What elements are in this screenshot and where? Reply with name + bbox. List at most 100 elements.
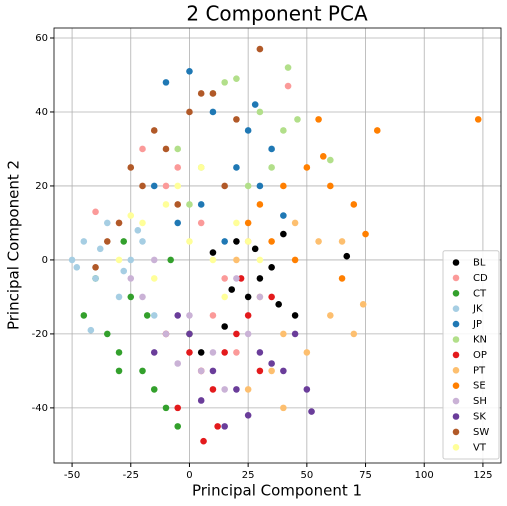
legend-label: JK	[472, 304, 483, 315]
point	[127, 212, 135, 219]
point	[303, 349, 311, 356]
point	[209, 249, 217, 256]
point	[73, 264, 81, 271]
point	[186, 312, 193, 319]
point	[139, 145, 146, 153]
point	[139, 238, 146, 245]
point	[221, 182, 228, 190]
point	[327, 312, 334, 319]
point	[228, 286, 236, 293]
point	[127, 256, 135, 264]
legend-label: JP	[472, 319, 482, 330]
point	[80, 312, 88, 319]
point	[150, 182, 158, 190]
point	[233, 386, 240, 393]
point	[256, 256, 264, 264]
point	[362, 230, 369, 238]
point	[92, 264, 99, 271]
point	[474, 116, 482, 123]
point	[115, 367, 123, 375]
point	[209, 256, 217, 264]
point	[87, 326, 95, 334]
legend-marker	[452, 367, 460, 374]
y-tick-label: 40	[35, 107, 48, 118]
point	[221, 386, 228, 393]
legend-marker	[452, 259, 460, 266]
legend-marker	[452, 351, 460, 359]
point	[162, 201, 170, 208]
point	[197, 90, 205, 97]
point	[103, 238, 111, 245]
point	[275, 301, 282, 308]
legend-marker	[452, 320, 460, 328]
point	[244, 411, 252, 419]
x-tick-label: 0	[186, 470, 192, 481]
x-tick-label: 25	[242, 470, 255, 481]
point	[143, 312, 151, 319]
point	[256, 367, 264, 375]
point	[209, 386, 217, 393]
point	[338, 238, 346, 245]
point	[291, 312, 299, 319]
point	[280, 404, 287, 412]
y-tick-label: 20	[35, 181, 48, 192]
point	[150, 312, 158, 319]
point	[186, 330, 193, 338]
point	[186, 238, 193, 245]
legend-marker	[452, 274, 460, 282]
point	[233, 75, 240, 82]
point	[127, 293, 135, 301]
point	[92, 208, 99, 216]
legend-box	[442, 250, 500, 460]
y-tick-label: 0	[42, 255, 48, 266]
point	[256, 182, 264, 190]
y-axis-label: Principal Component 2	[5, 160, 23, 330]
point	[209, 90, 217, 97]
point	[221, 423, 228, 430]
point	[327, 156, 334, 164]
point	[256, 45, 264, 53]
point	[319, 153, 327, 160]
point	[162, 330, 170, 338]
point	[120, 267, 128, 275]
point	[350, 330, 358, 338]
point	[174, 219, 182, 227]
point	[103, 330, 111, 338]
point	[174, 312, 182, 319]
point	[162, 182, 170, 190]
point	[68, 256, 76, 264]
point	[197, 201, 205, 208]
point	[127, 164, 135, 171]
legend-label: BL	[473, 258, 486, 269]
point	[174, 404, 182, 412]
point	[221, 349, 228, 356]
point	[174, 360, 182, 367]
point	[284, 82, 292, 90]
point	[167, 256, 174, 264]
point	[280, 367, 287, 375]
point	[233, 219, 240, 227]
point	[209, 349, 217, 356]
legend-marker	[452, 290, 460, 297]
point	[303, 386, 311, 393]
point	[174, 423, 182, 430]
point	[120, 238, 128, 245]
point	[96, 245, 104, 253]
x-tick-label: 75	[359, 470, 372, 481]
chart-title: 2 Component PCA	[186, 2, 368, 26]
point	[214, 423, 221, 430]
point	[221, 79, 228, 86]
legend-marker	[452, 305, 460, 313]
legend-label: OP	[473, 350, 487, 361]
point	[233, 164, 240, 171]
y-tick-label: -20	[32, 329, 48, 340]
point	[244, 219, 252, 227]
point	[92, 275, 99, 282]
point	[127, 275, 135, 282]
x-tick-label: -25	[123, 470, 139, 481]
point	[294, 116, 301, 123]
point	[315, 238, 322, 245]
point	[197, 164, 205, 171]
x-tick-label: -50	[64, 470, 80, 481]
point	[209, 108, 217, 116]
